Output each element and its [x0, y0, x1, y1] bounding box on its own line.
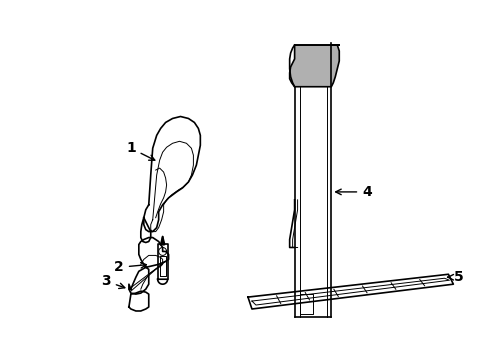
- Text: 2: 2: [114, 260, 147, 274]
- Text: 1: 1: [126, 141, 155, 160]
- Text: 3: 3: [101, 274, 125, 288]
- Text: 4: 4: [336, 185, 372, 199]
- Text: 5: 5: [447, 270, 463, 284]
- Polygon shape: [290, 45, 339, 87]
